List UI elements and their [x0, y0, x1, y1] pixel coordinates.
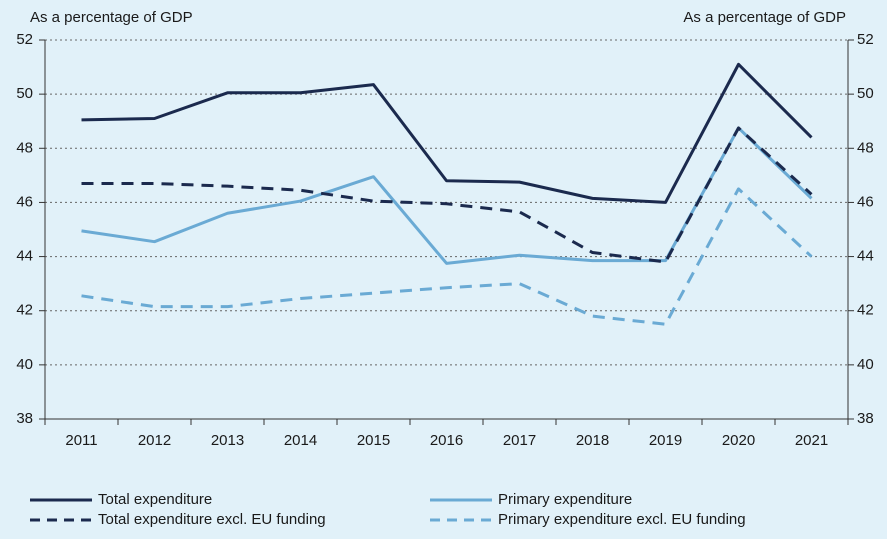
y-tick-label: 52 [16, 31, 33, 48]
y-tick-label: 44 [16, 248, 33, 265]
x-tick-label: 2011 [65, 432, 97, 449]
y2-tick-label: 48 [857, 139, 874, 156]
y2-axis-label: As a percentage of GDP [683, 9, 846, 26]
y2-tick-label: 38 [857, 410, 874, 427]
y-tick-label: 42 [16, 302, 33, 319]
legend-label: Primary expenditure [498, 491, 632, 508]
y-tick-label: 50 [16, 85, 33, 102]
legend-label: Primary expenditure excl. EU funding [498, 511, 746, 528]
y-tick-label: 46 [16, 193, 33, 210]
legend-label: Total expenditure excl. EU funding [98, 511, 326, 528]
y2-tick-label: 42 [857, 302, 874, 319]
y-tick-label: 38 [16, 410, 33, 427]
series-line [81, 62, 813, 204]
x-tick-label: 2020 [722, 432, 755, 449]
legend-label: Total expenditure [98, 491, 212, 508]
y2-tick-label: 40 [857, 356, 874, 373]
x-tick-label: 2013 [211, 432, 244, 449]
x-tick-label: 2017 [503, 432, 536, 449]
y-tick-label: 48 [16, 139, 33, 156]
x-tick-label: 2016 [430, 432, 463, 449]
y2-tick-label: 52 [857, 31, 874, 48]
y-axis-label: As a percentage of GDP [30, 9, 193, 26]
y2-tick-label: 46 [857, 193, 874, 210]
y2-tick-label: 50 [857, 85, 874, 102]
x-tick-label: 2021 [795, 432, 828, 449]
x-tick-label: 2014 [284, 432, 317, 449]
x-tick-label: 2018 [576, 432, 609, 449]
x-tick-label: 2015 [357, 432, 390, 449]
x-tick-label: 2019 [649, 432, 682, 449]
y2-tick-label: 44 [857, 248, 874, 265]
series-line [81, 187, 813, 326]
series-line [81, 126, 813, 264]
x-tick-label: 2012 [138, 432, 171, 449]
y-tick-label: 40 [16, 356, 33, 373]
